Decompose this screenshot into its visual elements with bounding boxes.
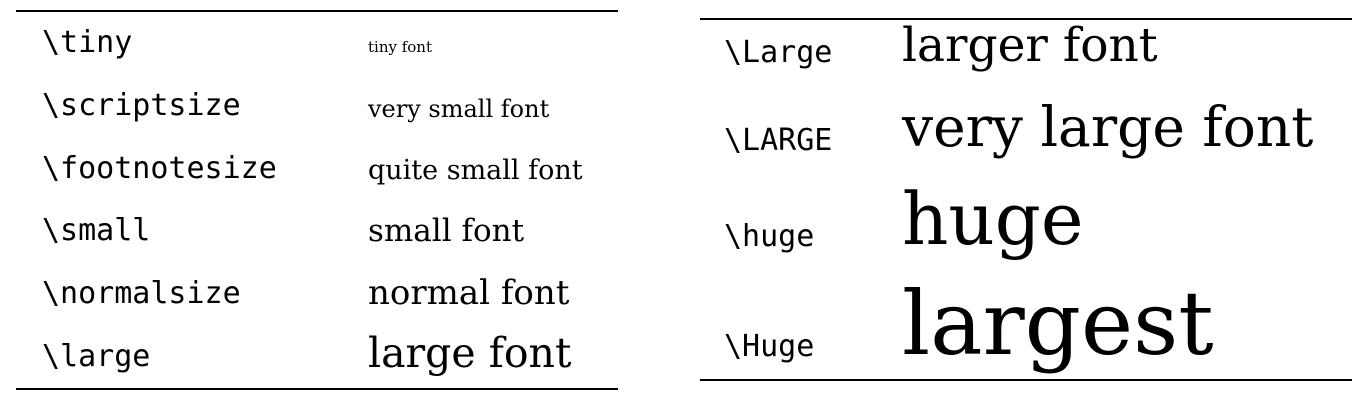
sample-Huge-title: largest — [902, 272, 1214, 375]
command-small: \small — [42, 213, 151, 248]
sample-LARGE-caps: very large font — [902, 95, 1314, 159]
table-bottom-rule — [16, 388, 618, 390]
command-Large-title: \Large — [724, 35, 833, 70]
command-normalsize: \normalsize — [42, 276, 241, 311]
command-large: \large — [42, 339, 151, 374]
command-huge: \huge — [724, 219, 815, 254]
sample-Large-title: larger font — [902, 18, 1158, 73]
command-footnotesize: \footnotesize — [42, 151, 277, 186]
sample-normalsize: normal font — [368, 273, 570, 313]
sample-scriptsize: very small font — [368, 95, 550, 123]
sample-small: small font — [368, 213, 525, 249]
table-top-rule — [16, 10, 618, 12]
table-top-rule — [700, 18, 1352, 20]
font-size-table-left: \tiny tiny font \scriptsize very small f… — [16, 0, 618, 400]
font-size-table-right: \Large larger font \LARGE very large fon… — [700, 0, 1352, 400]
sample-tiny: tiny font — [368, 38, 432, 56]
command-Huge-title: \Huge — [724, 329, 815, 364]
sample-footnotesize: quite small font — [368, 155, 583, 186]
table-bottom-rule — [700, 379, 1352, 381]
sample-large: large font — [368, 329, 572, 377]
command-scriptsize: \scriptsize — [42, 88, 241, 123]
command-LARGE-caps: \LARGE — [724, 123, 833, 158]
command-tiny: \tiny — [42, 25, 133, 60]
sample-huge: huge — [902, 177, 1084, 261]
